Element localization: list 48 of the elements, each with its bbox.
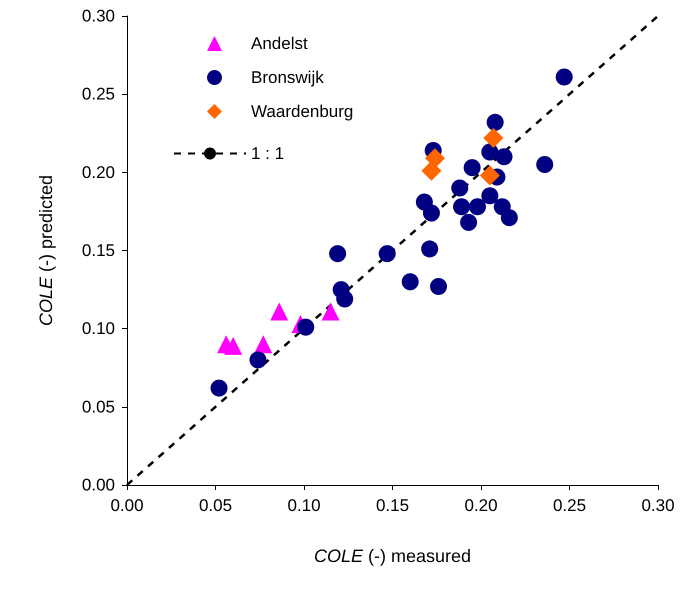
- point: [464, 159, 481, 176]
- point: [556, 68, 573, 86]
- x-tick-label: 0.20: [464, 496, 498, 515]
- point: [468, 198, 486, 216]
- legend-label: Bronswijk: [251, 68, 324, 87]
- point: [329, 245, 346, 262]
- point: [481, 187, 498, 204]
- point: [421, 240, 438, 258]
- x-tick-label: 0.00: [110, 496, 144, 515]
- x-axis-title: COLE (-) measured: [314, 546, 472, 566]
- point: [496, 148, 513, 166]
- y-tick-label: 0.20: [82, 162, 115, 182]
- x-tick-label: 0.25: [552, 496, 586, 515]
- point: [486, 114, 504, 131]
- x-tick-label: 0.10: [287, 496, 321, 515]
- legend-label: Waardenburg: [251, 102, 354, 121]
- legend-label: Andelst: [251, 34, 308, 53]
- point: [297, 318, 314, 336]
- point: [422, 204, 440, 222]
- point: [483, 128, 504, 148]
- y-tick-label: 0.00: [82, 476, 115, 494]
- point: [451, 179, 468, 196]
- y-tick-label: 0.30: [82, 6, 115, 26]
- point: [254, 335, 272, 354]
- point: [430, 278, 448, 295]
- point: [402, 273, 419, 290]
- point: [500, 209, 518, 226]
- point: [249, 351, 266, 368]
- y-tick-label: 0.05: [82, 397, 115, 416]
- point: [270, 302, 288, 320]
- y-axis-title: COLE (-) predicted: [36, 174, 56, 326]
- point: [210, 380, 228, 397]
- x-tick-label: 0.05: [198, 496, 232, 515]
- y-tick-label: 0.25: [82, 84, 115, 104]
- y-tick-label: 0.15: [82, 241, 115, 260]
- point: [460, 214, 478, 231]
- point: [424, 148, 445, 168]
- point: [224, 336, 242, 355]
- point: [480, 165, 500, 186]
- point: [453, 198, 470, 216]
- point: [536, 156, 554, 174]
- point: [336, 290, 354, 308]
- point: [378, 245, 396, 262]
- point: [322, 302, 340, 320]
- y-tick-label: 0.10: [82, 319, 115, 338]
- x-tick-label: 0.15: [376, 496, 410, 515]
- x-tick-label: 0.30: [641, 496, 675, 515]
- legend-label: 1 : 1: [251, 144, 284, 163]
